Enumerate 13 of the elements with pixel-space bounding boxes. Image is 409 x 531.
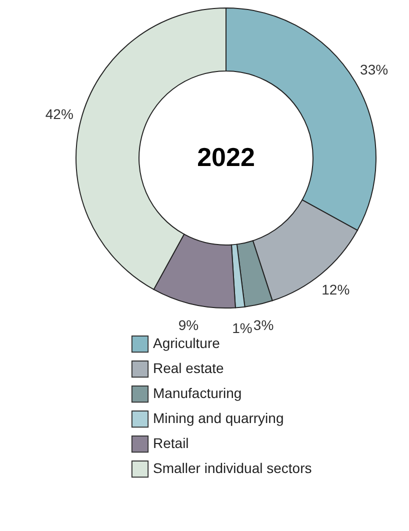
legend-label: Real estate <box>153 360 224 376</box>
data-label: 42% <box>45 106 74 122</box>
text: 2022 <box>197 142 255 172</box>
legend-label: Agriculture <box>153 335 220 351</box>
legend-label: Smaller individual sectors <box>153 460 312 476</box>
data-label: 1% <box>232 320 252 336</box>
data-label: 12% <box>322 282 350 298</box>
legend-label: Retail <box>153 435 189 451</box>
data-label: 33% <box>360 61 388 78</box>
data-label: 3% <box>253 316 274 333</box>
legend-label: Manufacturing <box>153 385 242 401</box>
data-label: 9% <box>178 316 199 333</box>
legend-label: Mining and quarrying <box>153 410 284 426</box>
